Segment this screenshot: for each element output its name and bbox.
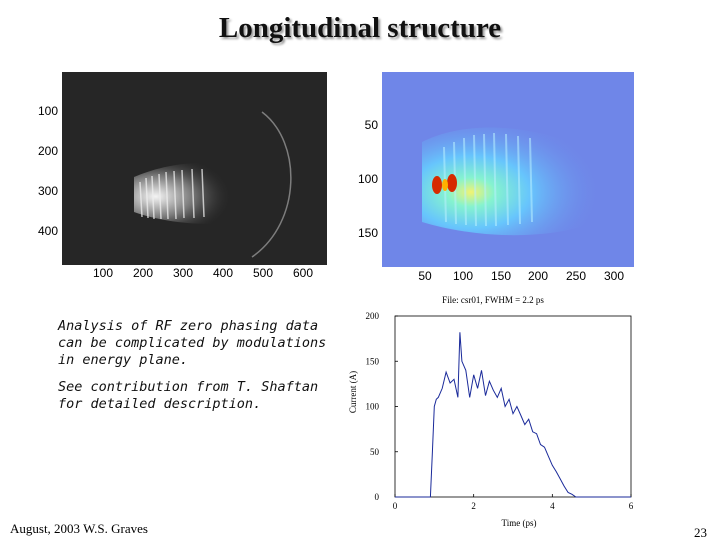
description-paragraph: Analysis of RF zero phasing data can be …: [58, 318, 327, 368]
grayscale-beam-image: [62, 72, 327, 265]
left-image-y-tick: 100: [37, 104, 58, 118]
chart-series-line: [395, 332, 631, 498]
chart-y-ticks: 0 50 100 150 200: [366, 311, 398, 502]
current-profile-chart: File: csr01, FWHM = 2.2 ps Current (A) T…: [348, 295, 634, 528]
left-image-x-tick: 300: [172, 266, 194, 280]
left-image-x-tick: 400: [212, 266, 234, 280]
right-image-y-tick: 100: [357, 172, 378, 186]
right-image-x-tick: 200: [527, 269, 549, 283]
chart-y-tick-label: 150: [366, 356, 380, 366]
right-image-x-tick: 250: [565, 269, 587, 283]
description-text: Analysis of RF zero phasing data can be …: [58, 318, 348, 423]
right-image-x-tick: 300: [603, 269, 625, 283]
chart-x-tick-label: 6: [629, 501, 634, 511]
footer-author: August, 2003 W.S. Graves: [10, 521, 148, 536]
left-image-y-tick: 400: [37, 224, 58, 238]
left-image-x-tick: 100: [92, 266, 114, 280]
chart-y-tick-label: 50: [370, 447, 380, 457]
right-image-y-tick: 50: [364, 118, 378, 132]
chart-y-tick-label: 200: [366, 311, 380, 321]
left-image-x-tick: 200: [132, 266, 154, 280]
right-image-x-tick: 150: [490, 269, 512, 283]
chart-x-tick-label: 4: [550, 501, 555, 511]
right-image-x-tick: 50: [418, 269, 432, 283]
left-image-y-tick: 300: [37, 184, 58, 198]
slide-title: Longitudinal structure: [218, 12, 502, 44]
left-image-y-tick: 200: [37, 144, 58, 158]
description-paragraph: See contribution from T. Shaftan for det…: [58, 379, 319, 412]
left-image-x-tick: 600: [292, 266, 314, 280]
chart-y-label: Current (A): [348, 371, 358, 413]
chart-y-tick-label: 0: [375, 492, 380, 502]
chart-plot-frame: [394, 315, 632, 498]
right-image-x-tick: 100: [452, 269, 474, 283]
grayscale-beam-svg: [62, 72, 327, 265]
falsecolor-beam-image: [382, 72, 634, 267]
chart-x-tick-label: 2: [471, 501, 476, 511]
left-image-x-tick: 500: [252, 266, 274, 280]
right-image-y-tick: 150: [357, 226, 378, 240]
chart-title: File: csr01, FWHM = 2.2 ps: [442, 295, 544, 305]
chart-x-tick-label: 0: [393, 501, 398, 511]
chart-x-label: Time (ps): [502, 518, 537, 528]
page-number: 23: [694, 525, 707, 540]
falsecolor-beam-svg: [382, 72, 634, 267]
chart-y-tick-label: 100: [366, 402, 380, 412]
